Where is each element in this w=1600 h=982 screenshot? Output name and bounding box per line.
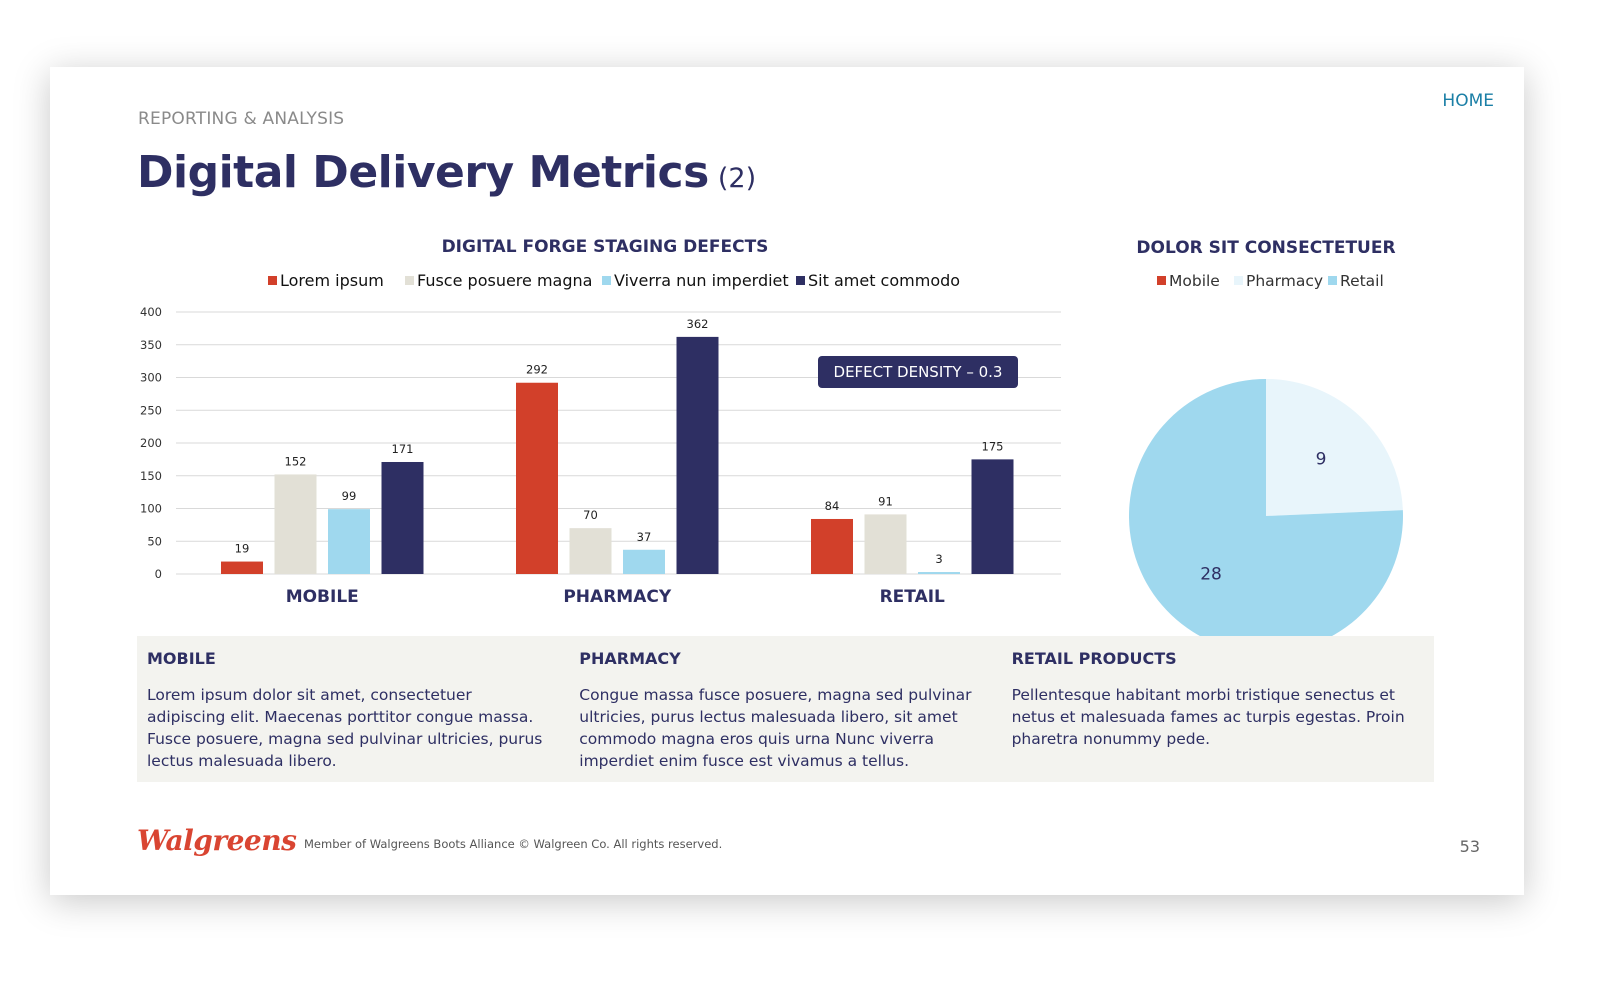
pie-legend-label: Pharmacy: [1246, 272, 1323, 290]
bar: [569, 528, 612, 574]
data-label: 171: [392, 442, 414, 456]
info-column-pharmacy: PHARMACY Congue massa fusce posuere, mag…: [569, 636, 1001, 782]
bar: [328, 509, 370, 574]
data-label: 292: [526, 363, 548, 377]
bar: [274, 474, 317, 574]
pie-legend-swatch: [1328, 276, 1337, 285]
home-link[interactable]: HOME: [1442, 91, 1494, 111]
page-title: Digital Delivery Metrics (2): [137, 147, 756, 198]
segment-pie-chart: DOLOR SIT CONSECTETUER Mobile Pharmacy Reta…: [1129, 238, 1403, 653]
pie-data-label: 28: [1200, 564, 1222, 584]
bar: [221, 561, 263, 574]
bar: [516, 382, 558, 574]
info-heading: PHARMACY: [579, 649, 681, 668]
legend-label: Fusce posuere magna: [417, 271, 592, 290]
info-body: Lorem ipsum dolor sit amet, consectetuer…: [147, 686, 543, 770]
bar: [811, 518, 853, 574]
walgreens-logo: Walgreens: [137, 824, 297, 857]
data-label: 3: [935, 552, 942, 566]
legend-swatch: [405, 276, 414, 285]
y-tick-label: 200: [140, 436, 162, 450]
y-tick-label: 400: [140, 305, 162, 319]
info-heading: MOBILE: [147, 649, 216, 668]
bar: [623, 549, 665, 574]
data-label: 152: [285, 454, 307, 468]
y-tick-label: 250: [140, 403, 162, 417]
chart-title: DIGITAL FORGE STAGING DEFECTS: [442, 237, 769, 257]
page-title-sub: (2): [717, 163, 757, 194]
section-eyebrow: REPORTING & ANALYSIS: [138, 109, 345, 129]
page-title-main: Digital Delivery Metrics: [137, 147, 709, 198]
pie-legend-label: Mobile: [1169, 272, 1220, 290]
x-category-label: RETAIL: [880, 587, 945, 607]
defects-bar-chart: DIGITAL FORGE STAGING DEFECTS Lorem ipsum…: [140, 237, 1061, 607]
data-label: 37: [637, 530, 652, 544]
pie-slice: [1266, 379, 1403, 516]
pie-data-label: 9: [1316, 450, 1327, 470]
legend-label: Viverra nun imperdiet: [614, 271, 789, 290]
defect-density-callout: DEFECT DENSITY – 0.3: [818, 356, 1018, 388]
y-tick-label: 100: [140, 502, 162, 516]
pie-legend-swatch: [1234, 276, 1243, 285]
x-category-label: MOBILE: [286, 587, 359, 607]
legend-label: Sit amet commodo: [808, 271, 960, 290]
data-label: 70: [583, 508, 598, 522]
legend-swatch: [796, 276, 805, 285]
pie-legend-swatch: [1157, 276, 1166, 285]
info-column-mobile: MOBILE Lorem ipsum dolor sit amet, conse…: [137, 636, 569, 782]
info-band: MOBILE Lorem ipsum dolor sit amet, conse…: [137, 636, 1434, 782]
pie-title: DOLOR SIT CONSECTETUER: [1136, 238, 1395, 258]
bar: [864, 514, 907, 574]
pie-legend-label: Retail: [1340, 272, 1384, 290]
info-column-retail: RETAIL PRODUCTS Pellentesque habitant mo…: [1002, 636, 1434, 782]
data-label: 19: [235, 542, 250, 556]
legend-label: Lorem ipsum: [280, 271, 384, 290]
y-tick-label: 50: [147, 534, 162, 548]
data-label: 84: [825, 499, 840, 513]
legend-swatch: [602, 276, 611, 285]
data-label: 362: [687, 317, 709, 331]
info-body: Congue massa fusce posuere, magna sed pu…: [579, 686, 972, 770]
bar: [676, 336, 719, 574]
y-tick-label: 0: [155, 567, 162, 581]
y-tick-label: 350: [140, 338, 162, 352]
pie-slice: [1129, 379, 1403, 653]
bar: [381, 461, 424, 574]
x-category-label: PHARMACY: [563, 587, 671, 607]
info-heading: RETAIL PRODUCTS: [1011, 649, 1177, 668]
info-body: Pellentesque habitant morbi tristique se…: [1011, 686, 1405, 748]
data-label: 175: [982, 439, 1004, 453]
data-label: 99: [342, 489, 357, 503]
legend-swatch: [268, 276, 277, 285]
bar: [971, 459, 1014, 574]
y-tick-label: 150: [140, 469, 162, 483]
y-tick-label: 300: [140, 371, 162, 385]
footer-copyright: Member of Walgreens Boots Alliance © Wal…: [304, 837, 723, 851]
data-label: 91: [878, 494, 893, 508]
slide: REPORTING & ANALYSIS HOME Digital Delive…: [50, 67, 1524, 895]
bar: [918, 572, 960, 574]
page-number: 53: [1459, 837, 1480, 856]
